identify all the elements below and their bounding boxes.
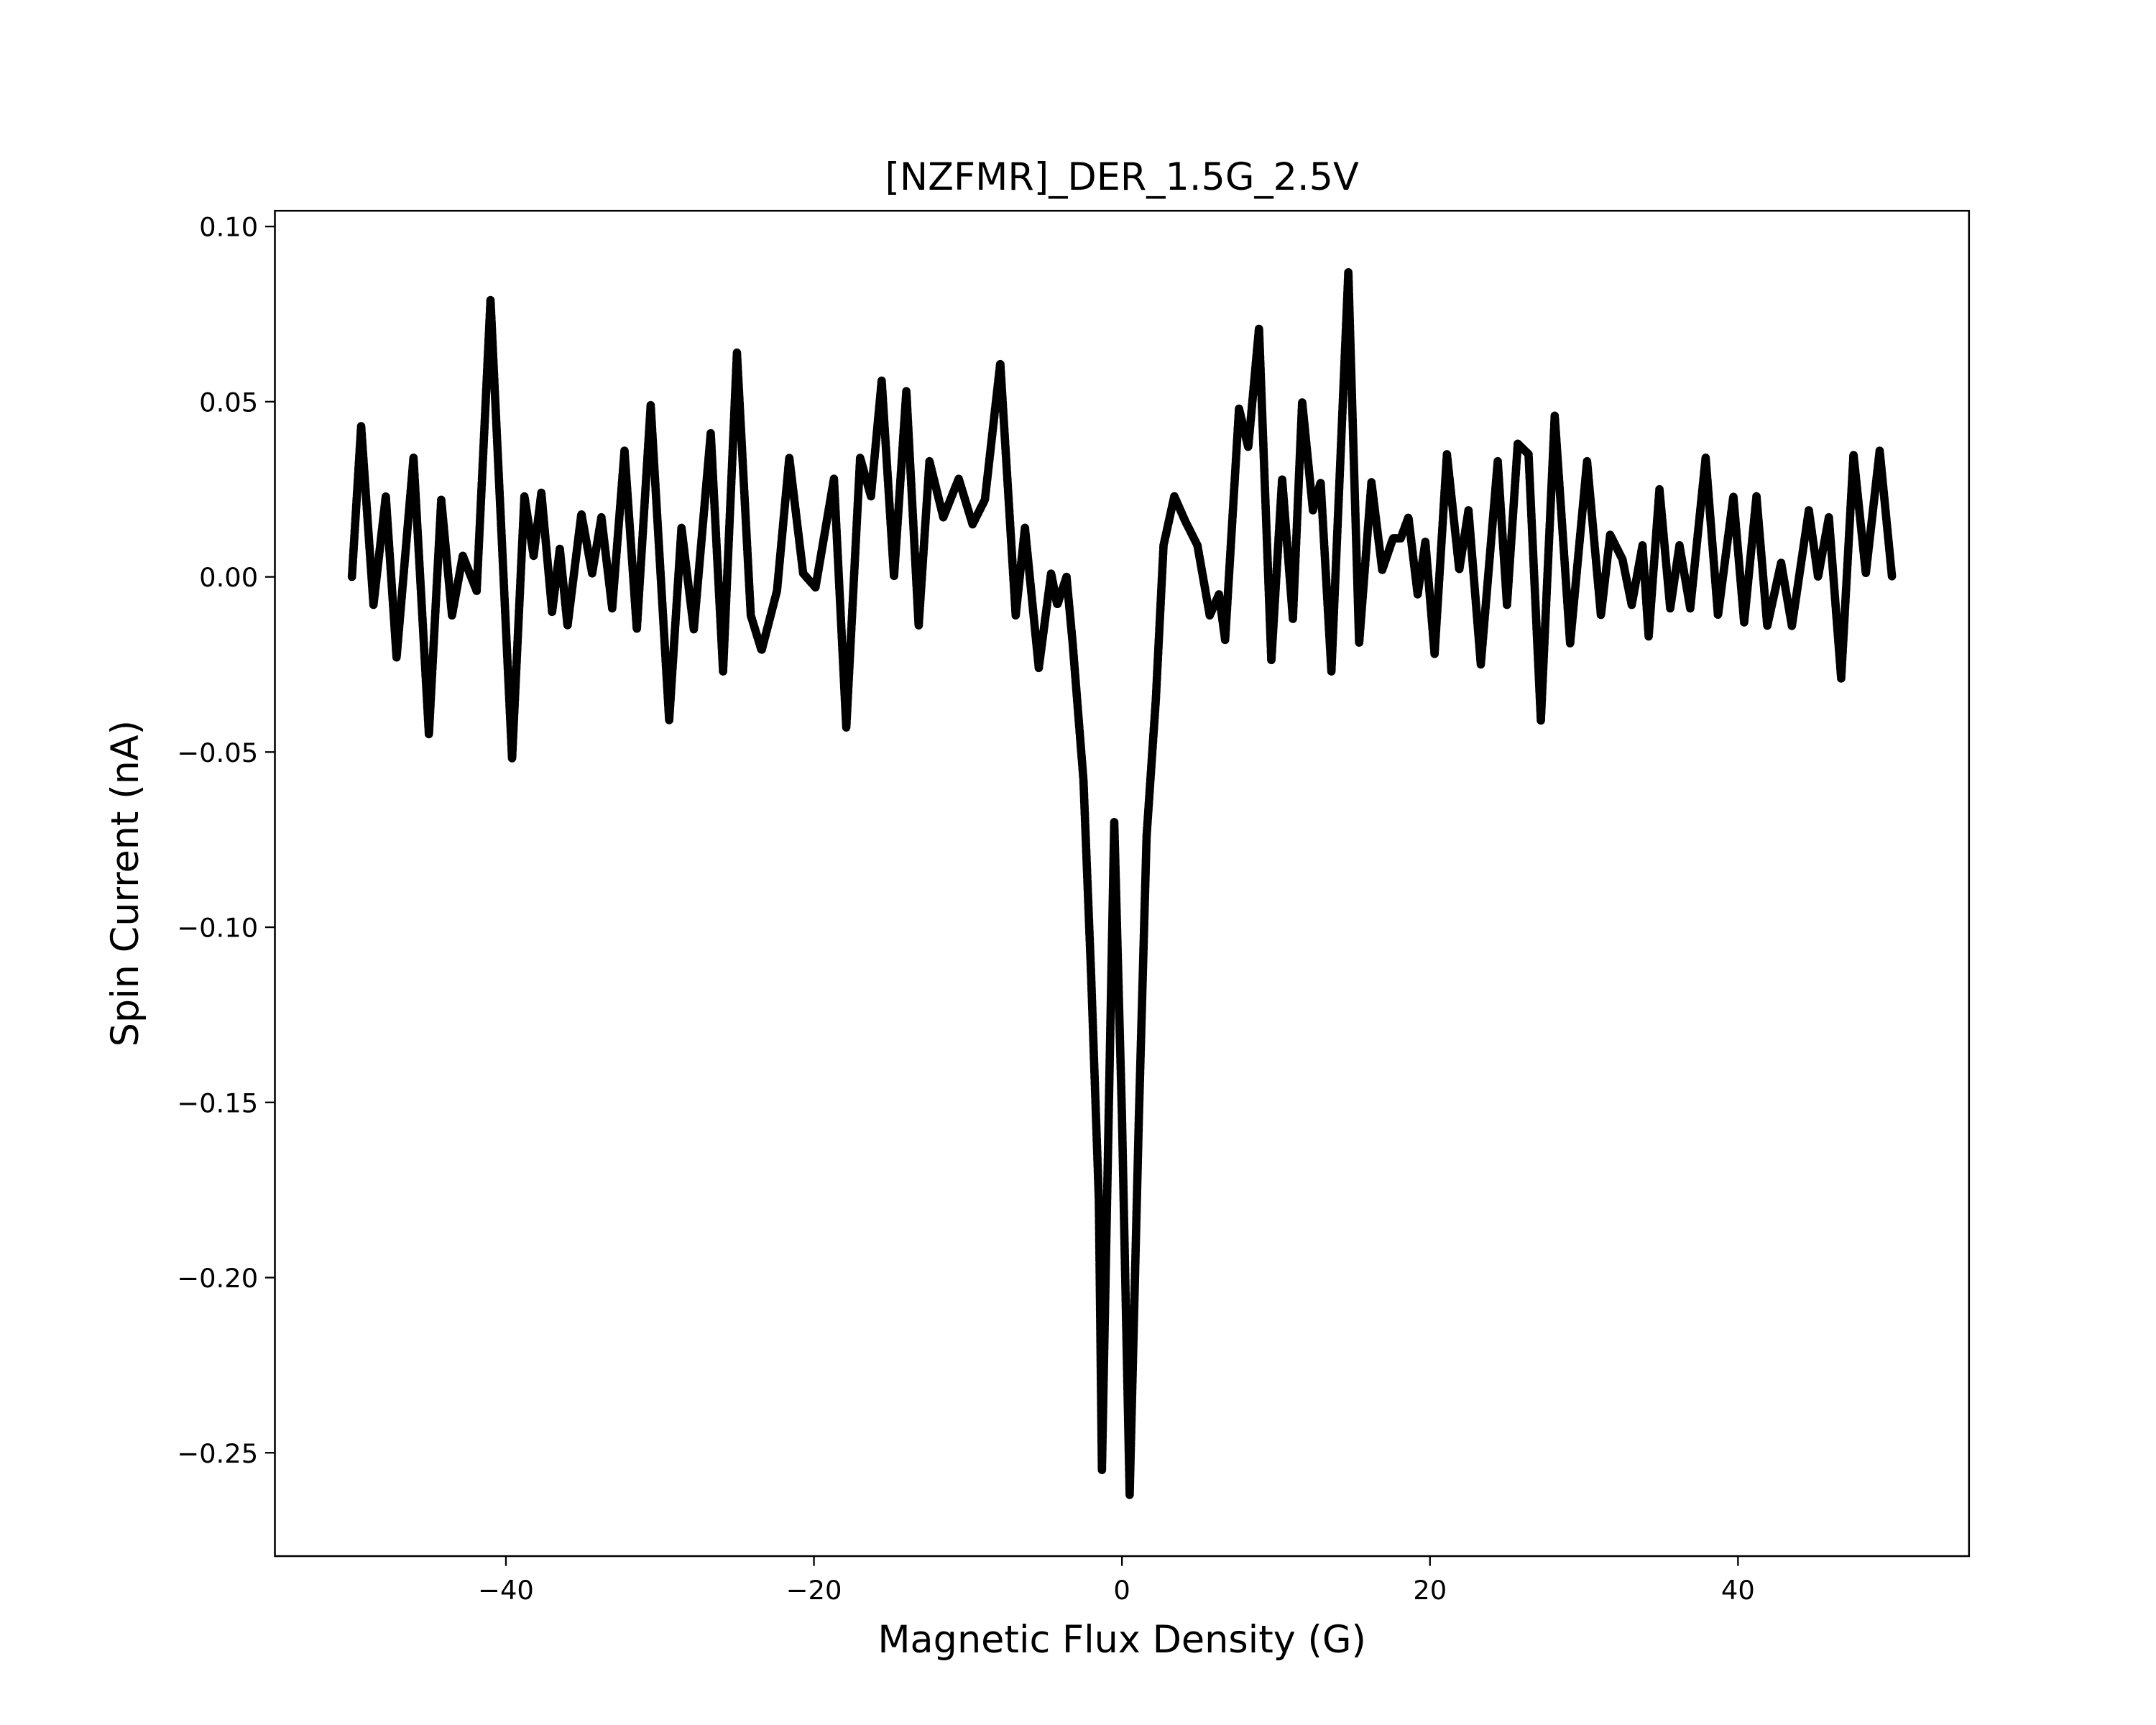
- y-tick-label: 0.10: [199, 212, 258, 243]
- plot-frame: [274, 209, 1971, 1558]
- y-tick-label: −0.20: [177, 1263, 258, 1294]
- x-tick-label: −40: [478, 1575, 534, 1606]
- x-tick-label: 0: [1113, 1575, 1130, 1606]
- y-tick-label: −0.10: [177, 913, 258, 944]
- chart-title: [NZFMR]_DER_1.5G_2.5V: [885, 155, 1359, 199]
- x-tick-label: 40: [1721, 1575, 1755, 1606]
- y-tick-label: 0.00: [199, 562, 258, 593]
- y-tick-label: −0.25: [177, 1438, 258, 1469]
- y-tick-label: −0.15: [177, 1087, 258, 1118]
- y-tick-label: −0.05: [177, 737, 258, 768]
- data-line: [347, 267, 1897, 1499]
- x-tick-label: 20: [1413, 1575, 1447, 1606]
- x-axis-label: Magnetic Flux Density (G): [877, 1618, 1366, 1662]
- y-axis-label: Spin Current (nA): [103, 720, 147, 1046]
- x-tick-label: −20: [786, 1575, 842, 1606]
- y-tick-label: 0.05: [199, 387, 258, 418]
